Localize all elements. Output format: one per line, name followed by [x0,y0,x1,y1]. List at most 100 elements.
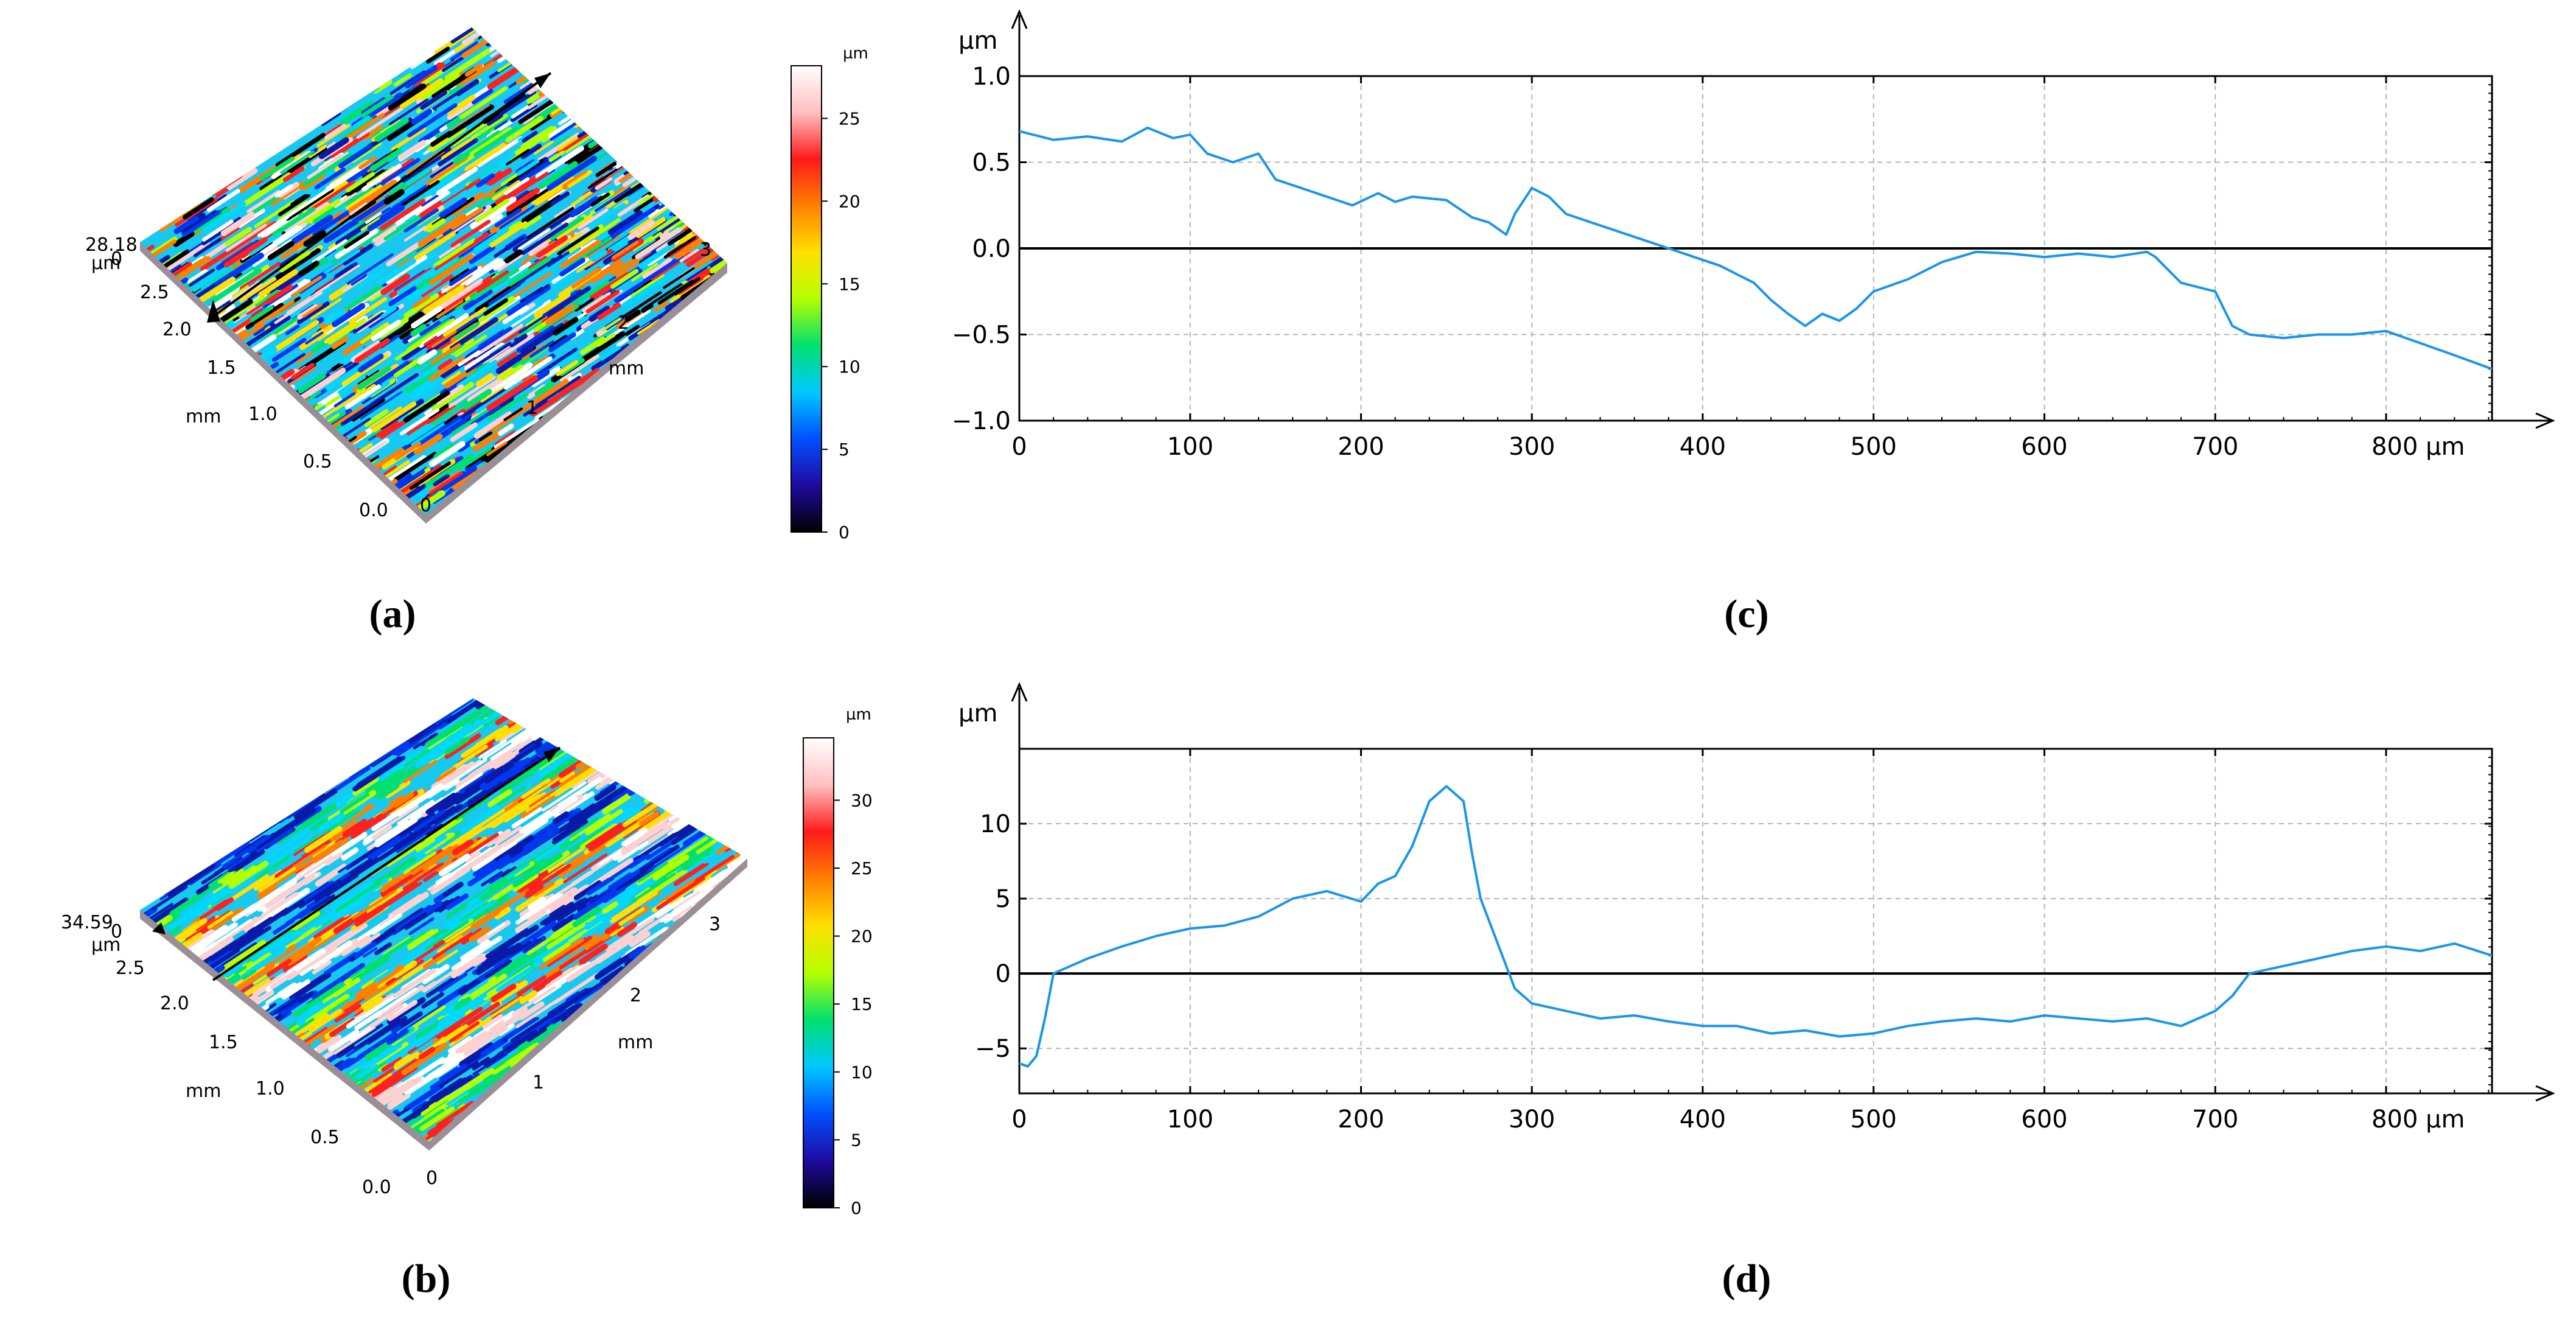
surface-texture-stroke [243,477,273,499]
surface-texture-stroke [705,801,737,824]
surface-texture-stroke [718,47,727,67]
surface-texture-stroke [155,193,183,213]
surface-texture-stroke [554,135,571,147]
surface-texture-stroke [581,734,613,756]
surface-texture-stroke [745,1025,747,1048]
surface-texture-stroke [449,268,470,282]
surface-texture-stroke [248,723,296,755]
surface-texture-stroke [237,423,260,441]
surface-texture-stroke [444,733,481,759]
surface-texture-stroke [312,96,343,119]
surface-texture-stroke [604,27,635,35]
surface-texture-stroke [677,1054,722,1085]
surface-texture-stroke [352,312,384,334]
surface-texture-stroke [394,342,422,361]
surface-texture-stroke [627,417,666,444]
surface-texture-stroke [328,755,361,779]
surface-texture-stroke [421,192,442,207]
surface-texture-stroke [173,361,192,374]
surface-texture-stroke [563,853,608,884]
surface-texture-stroke [529,394,560,417]
surface-texture-stroke [141,139,173,163]
surface-texture-stroke [736,1039,747,1066]
surface-texture-stroke [161,177,192,198]
surface-texture-stroke [254,855,291,880]
surface-texture-stroke [598,806,633,830]
surface-texture-stroke [672,797,710,822]
surface-texture-stroke [500,464,523,480]
surface-texture-stroke [157,364,185,384]
surface-texture-stroke [310,698,346,720]
surface-texture-stroke [403,293,439,318]
surface-texture-stroke [148,477,192,508]
surface-texture-stroke [538,762,559,778]
surface-texture-stroke [239,80,267,99]
surface-texture-stroke [704,1079,724,1093]
surface-texture-stroke [279,250,311,273]
surface-texture-stroke [208,148,230,164]
surface-texture-stroke [660,359,712,395]
surface-texture-stroke [564,1028,591,1046]
surface-texture-stroke [141,1020,175,1043]
surface-texture-stroke [569,897,588,911]
surface-texture-stroke [628,945,646,959]
surface-texture-stroke [545,304,576,326]
surface-texture-stroke [303,230,326,247]
surface-texture-stroke [394,1054,411,1067]
surface-texture-stroke [231,809,266,834]
surface-texture-stroke [299,698,336,710]
surface-texture-stroke [638,731,668,751]
surface-texture-stroke [699,960,731,983]
surface-texture-stroke [458,350,481,366]
surface-texture-stroke [258,269,298,298]
surface-texture-stroke [218,68,259,97]
surface-texture-stroke [640,953,663,970]
surface-texture-stroke [545,965,581,990]
surface-texture-stroke [478,296,515,323]
surface-texture-stroke [250,456,294,486]
surface-texture-stroke [222,295,265,325]
surface-texture-stroke [307,52,355,85]
surface-texture-stroke [551,1124,570,1138]
surface-texture-stroke [653,1113,696,1141]
surface-texture-stroke [646,731,664,745]
surface-texture-stroke [196,63,232,89]
surface-texture-stroke [550,191,570,206]
surface-texture-stroke [641,283,684,313]
surface-texture-stroke [699,1101,739,1129]
surface-texture-stroke [704,197,723,211]
surface-texture-stroke [245,136,265,152]
surface-texture-stroke [674,77,702,96]
surface-texture-stroke [751,826,794,854]
surface-texture-stroke [254,289,279,307]
surface-texture-stroke [186,128,204,142]
surface-texture-stroke [298,700,325,721]
surface-texture-stroke [140,411,170,435]
surface-texture-stroke [514,417,536,433]
surface-texture-stroke [172,471,207,496]
surface-texture-stroke [197,922,238,951]
surface-texture-stroke [484,757,531,791]
surface-texture-stroke [304,779,326,795]
surface-texture-stroke [554,1123,576,1138]
surface-texture-stroke [595,455,638,486]
surface-texture-stroke [165,1023,209,1053]
surface-texture-stroke [147,492,185,514]
surface-texture-stroke [652,377,700,411]
surface-texture-stroke [574,1037,598,1055]
surface-texture-stroke [635,63,658,79]
surface-texture-stroke [630,48,658,68]
surface-texture-stroke [362,734,389,754]
surface-texture-stroke [585,808,623,836]
surface-texture-stroke [566,80,609,110]
surface-texture-stroke [512,172,549,197]
surface-texture-stroke [176,761,209,784]
surface-texture-stroke [526,1098,571,1129]
surface-texture-stroke [542,757,578,782]
surface-texture-stroke [166,1106,189,1123]
surface-texture-stroke [668,1102,693,1120]
surface-texture-stroke [148,346,198,381]
surface-texture-stroke [717,462,727,480]
surface-texture-stroke [734,791,747,819]
surface-texture-stroke [263,747,301,774]
